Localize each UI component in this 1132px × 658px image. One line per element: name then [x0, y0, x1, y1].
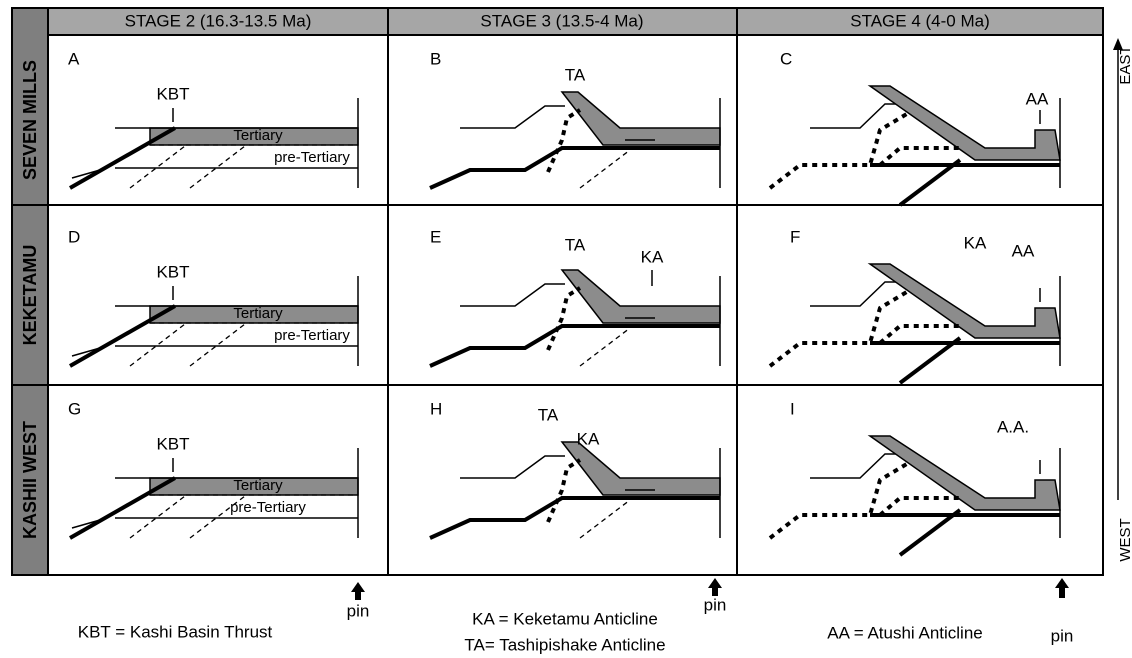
legend-entry: KBT = Kashi Basin Thrust [78, 622, 273, 641]
panel-letter: C [780, 49, 792, 68]
label: Tertiary [233, 477, 283, 494]
panel-letter: D [68, 227, 80, 246]
column-header: STAGE 3 (13.5-4 Ma) [480, 11, 643, 30]
label: KBT [156, 434, 189, 453]
label: AA [1012, 241, 1035, 260]
panel-letter: G [68, 399, 81, 418]
pin-label: pin [347, 601, 370, 620]
label: TA [565, 235, 586, 254]
panel-letter: H [430, 399, 442, 418]
label: pre-Tertiary [274, 327, 350, 344]
direction-label: WEST [1117, 518, 1132, 561]
legend-entry: AA = Atushi Anticline [827, 623, 982, 642]
direction-label: EAST [1117, 45, 1132, 84]
label: Tertiary [233, 127, 283, 144]
label: KA [577, 429, 600, 448]
row-header-label: SEVEN MILLS [20, 60, 40, 180]
label: pre-Tertiary [230, 499, 306, 516]
panel-letter: I [790, 399, 795, 418]
panel-letter: A [68, 49, 80, 68]
label: KBT [156, 262, 189, 281]
label: A.A. [997, 417, 1029, 436]
panel-letter: E [430, 227, 441, 246]
direction-arrow: EAST WEST [1113, 38, 1132, 562]
row-3: G KBT Tertiary pre-Tertiary H TA KA I A.… [68, 399, 1062, 557]
column-header: STAGE 4 (4-0 Ma) [850, 11, 990, 30]
label: pre-Tertiary [274, 149, 350, 166]
legend-entry: KA = Keketamu Anticline [472, 609, 658, 628]
row-header-label: KEKETAMU [20, 245, 40, 346]
label: Tertiary [233, 305, 283, 322]
label: AA [1026, 89, 1049, 108]
panel-letter: F [790, 227, 800, 246]
pin-label: pin [704, 595, 727, 614]
pin-label: pin [1051, 626, 1074, 645]
legend-entry: TA= Tashipishake Anticline [464, 635, 665, 654]
grid [12, 8, 1103, 575]
label: KA [964, 233, 987, 252]
header-row [11, 7, 1104, 36]
panel-letter: B [430, 49, 441, 68]
pins: pin pin pin [347, 578, 1074, 645]
label: TA [565, 65, 586, 84]
row-2: D KBT Tertiary pre-Tertiary E TA KA F KA… [68, 227, 1062, 385]
row-header [11, 7, 49, 576]
column-header: STAGE 2 (16.3-13.5 Ma) [125, 11, 312, 30]
label: KA [641, 247, 664, 266]
label: KBT [156, 84, 189, 103]
row-header-label: KASHII WEST [20, 421, 40, 539]
label: TA [538, 405, 559, 424]
row-1: A KBT Tertiary pre-Tertiary B TA C AA [68, 49, 1062, 207]
